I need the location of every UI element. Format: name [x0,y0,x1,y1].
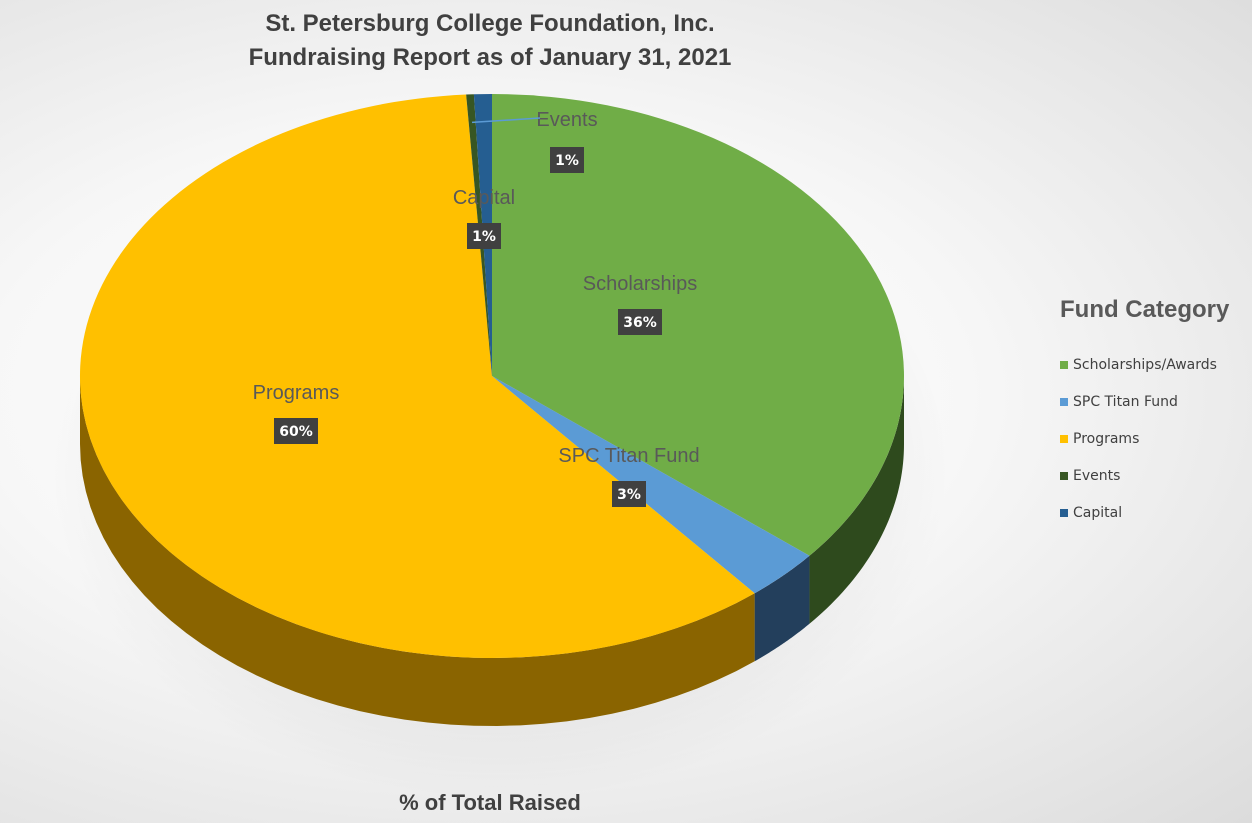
events-leader-line [471,117,541,124]
legend-title: Fund Category [1060,296,1230,323]
legend-item-scholarships[interactable]: Scholarships/Awards [1060,356,1217,374]
slice-pct-label: 60% [279,424,313,440]
legend-item-capital[interactable]: Capital [1060,504,1217,522]
slice-category-label: Capital [453,187,515,209]
legend-swatch [1060,398,1068,406]
pie-slice-2[interactable] [79,94,755,659]
legend: Scholarships/Awards SPC Titan Fund Progr… [1060,356,1217,541]
legend-swatch [1060,361,1068,369]
legend-label: Capital [1073,505,1123,521]
legend-swatch [1060,472,1068,480]
legend-label: SPC Titan Fund [1073,394,1178,410]
legend-label: Programs [1073,431,1140,447]
pie-side-2 [80,376,755,726]
slice-pct-box [618,309,662,335]
slice-category-label: Programs [253,382,340,404]
pie-side-1 [754,555,810,662]
slice-category-label: Scholarships [583,273,698,295]
legend-label: Events [1073,468,1121,484]
slice-category-label: SPC Titan Fund [558,445,699,467]
slice-pct-label: 1% [555,153,579,169]
legend-item-programs[interactable]: Programs [1060,430,1217,448]
pie-side-0 [809,376,904,624]
slice-pct-label: 36% [623,315,657,331]
legend-swatch [1060,435,1068,443]
legend-item-events[interactable]: Events [1060,467,1217,485]
slice-pct-box [274,418,318,444]
slice-pct-label: 1% [472,229,496,245]
slice-pct-box [550,147,584,173]
slice-pct-box [612,481,646,507]
legend-swatch [1060,509,1068,517]
chart-title: St. Petersburg College Foundation, Inc. [265,10,715,37]
pie-slice-1[interactable] [492,376,810,594]
x-axis-label: % of Total Raised [399,790,581,815]
legend-label: Scholarships/Awards [1073,357,1217,373]
legend-item-titan-fund[interactable]: SPC Titan Fund [1060,393,1217,411]
chart-subtitle: Fundraising Report as of January 31, 202… [248,44,732,71]
slice-pct-label: 3% [617,487,641,503]
slice-category-label: Events [536,109,597,131]
pie-slice-0[interactable] [492,94,904,556]
slice-pct-box [467,223,501,249]
